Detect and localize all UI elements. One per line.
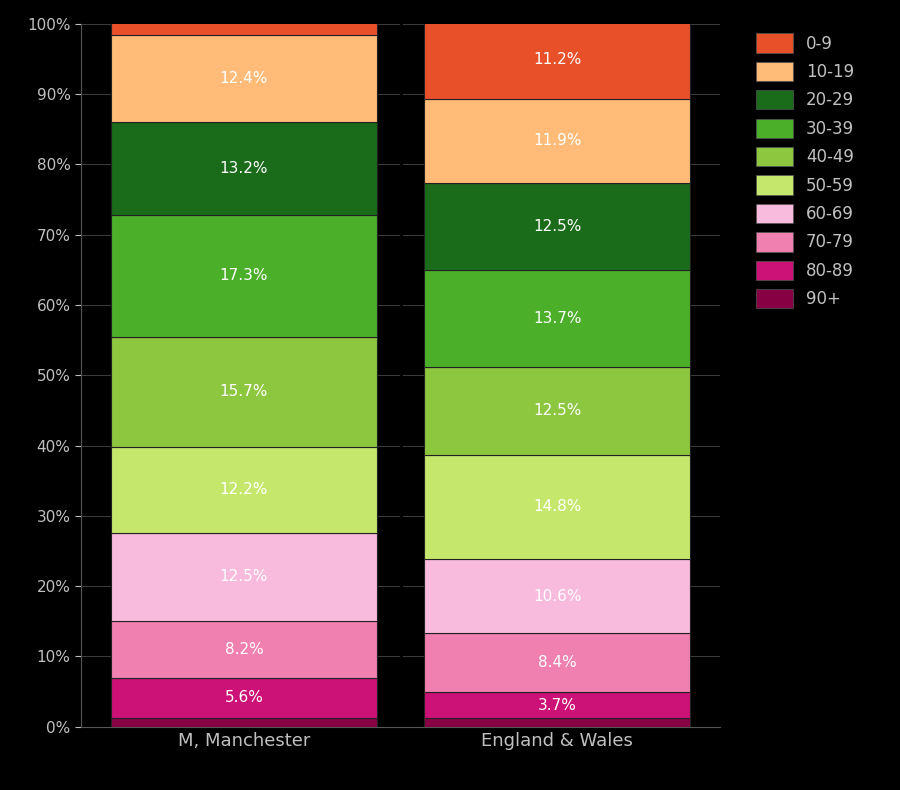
Bar xyxy=(424,634,690,692)
Text: 12.5%: 12.5% xyxy=(533,403,581,418)
Text: 13.2%: 13.2% xyxy=(220,161,268,176)
Text: 12.2%: 12.2% xyxy=(220,483,268,498)
Bar xyxy=(111,679,377,717)
Bar xyxy=(111,122,377,215)
Text: 10.6%: 10.6% xyxy=(533,589,581,604)
Text: 11.9%: 11.9% xyxy=(533,134,581,149)
Text: 5.6%: 5.6% xyxy=(224,690,264,705)
Text: 11.2%: 11.2% xyxy=(533,52,581,67)
Bar xyxy=(111,621,377,679)
Bar xyxy=(111,717,377,727)
Text: 17.3%: 17.3% xyxy=(220,269,268,284)
Text: 8.2%: 8.2% xyxy=(224,642,264,657)
Bar xyxy=(424,367,690,455)
Legend: 0-9, 10-19, 20-29, 30-39, 40-49, 50-59, 60-69, 70-79, 80-89, 90+: 0-9, 10-19, 20-29, 30-39, 40-49, 50-59, … xyxy=(748,25,862,317)
Bar xyxy=(111,215,377,337)
Text: 3.7%: 3.7% xyxy=(537,698,577,713)
Bar xyxy=(111,337,377,447)
Bar xyxy=(111,532,377,621)
Text: 12.4%: 12.4% xyxy=(220,71,268,86)
Bar xyxy=(424,270,690,367)
Text: 13.7%: 13.7% xyxy=(533,311,581,326)
Bar xyxy=(111,0,377,35)
Bar xyxy=(424,182,690,270)
Bar xyxy=(424,455,690,559)
Bar xyxy=(424,692,690,718)
Text: 14.8%: 14.8% xyxy=(533,499,581,514)
Bar xyxy=(424,559,690,634)
Bar xyxy=(424,718,690,727)
Text: 15.7%: 15.7% xyxy=(220,384,268,399)
Text: 12.5%: 12.5% xyxy=(220,569,268,584)
Text: 12.5%: 12.5% xyxy=(533,219,581,234)
Bar xyxy=(111,35,377,122)
Text: 8.4%: 8.4% xyxy=(537,656,577,671)
Bar xyxy=(424,21,690,99)
Bar xyxy=(424,99,690,182)
Bar xyxy=(111,447,377,532)
